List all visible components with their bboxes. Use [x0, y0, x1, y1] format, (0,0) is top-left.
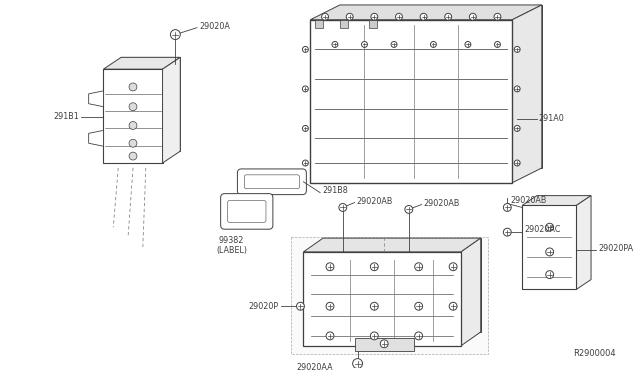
Circle shape [371, 263, 378, 271]
Circle shape [494, 13, 501, 20]
Circle shape [129, 139, 137, 147]
Circle shape [546, 248, 554, 256]
Text: 29020A: 29020A [199, 22, 230, 31]
Text: 29020AB: 29020AB [424, 199, 460, 208]
Polygon shape [121, 57, 180, 151]
Circle shape [396, 13, 403, 20]
Circle shape [514, 46, 520, 52]
Circle shape [326, 263, 334, 271]
Circle shape [303, 86, 308, 92]
Circle shape [322, 13, 328, 20]
Polygon shape [522, 205, 576, 289]
Text: 291A0: 291A0 [539, 114, 564, 123]
Circle shape [445, 13, 452, 20]
FancyBboxPatch shape [244, 175, 300, 189]
Circle shape [129, 83, 137, 91]
Circle shape [339, 203, 347, 211]
Polygon shape [316, 20, 323, 28]
Circle shape [465, 42, 471, 47]
Polygon shape [522, 196, 591, 205]
Circle shape [129, 152, 137, 160]
Circle shape [371, 332, 378, 340]
Polygon shape [89, 91, 104, 107]
Polygon shape [340, 20, 348, 28]
Polygon shape [323, 238, 481, 332]
Circle shape [346, 13, 353, 20]
Circle shape [514, 160, 520, 166]
Polygon shape [163, 57, 180, 163]
Circle shape [371, 302, 378, 310]
Text: 99382: 99382 [219, 235, 244, 244]
Polygon shape [576, 196, 591, 289]
Circle shape [546, 271, 554, 279]
FancyBboxPatch shape [221, 194, 273, 229]
Circle shape [546, 223, 554, 231]
Polygon shape [104, 69, 163, 163]
Circle shape [449, 302, 457, 310]
Polygon shape [340, 5, 542, 168]
Circle shape [303, 125, 308, 131]
Circle shape [170, 30, 180, 39]
Circle shape [353, 359, 362, 369]
Polygon shape [512, 5, 542, 183]
FancyBboxPatch shape [228, 201, 266, 222]
Circle shape [514, 86, 520, 92]
Circle shape [504, 228, 511, 236]
Circle shape [431, 42, 436, 47]
Circle shape [469, 13, 476, 20]
Text: 29020AA: 29020AA [296, 363, 333, 372]
Circle shape [415, 302, 422, 310]
FancyBboxPatch shape [237, 169, 307, 195]
Text: 29020P: 29020P [249, 302, 279, 311]
Circle shape [129, 122, 137, 129]
Circle shape [303, 160, 308, 166]
Circle shape [405, 205, 413, 214]
Polygon shape [89, 131, 104, 146]
Circle shape [504, 203, 511, 211]
Circle shape [420, 13, 427, 20]
Text: 29020PA: 29020PA [598, 244, 633, 253]
Text: 29020AC: 29020AC [524, 225, 561, 234]
Circle shape [362, 42, 367, 47]
Text: 29020AB: 29020AB [356, 197, 393, 206]
Text: R2900004: R2900004 [573, 349, 616, 357]
Polygon shape [303, 252, 461, 346]
Text: 29020AB: 29020AB [510, 196, 547, 205]
Polygon shape [104, 57, 180, 69]
Text: 291B8: 291B8 [322, 186, 348, 195]
Circle shape [326, 302, 334, 310]
Polygon shape [291, 237, 488, 354]
Circle shape [303, 46, 308, 52]
Circle shape [415, 332, 422, 340]
Circle shape [514, 125, 520, 131]
Polygon shape [461, 238, 481, 346]
Circle shape [415, 263, 422, 271]
Circle shape [495, 42, 500, 47]
Circle shape [296, 302, 305, 310]
Polygon shape [303, 238, 481, 252]
Text: 291B1: 291B1 [53, 112, 79, 121]
Text: (LABEL): (LABEL) [216, 246, 247, 256]
Polygon shape [310, 5, 542, 20]
Circle shape [371, 13, 378, 20]
Circle shape [380, 340, 388, 348]
Polygon shape [369, 20, 378, 28]
Circle shape [332, 42, 338, 47]
Polygon shape [355, 338, 413, 351]
Circle shape [391, 42, 397, 47]
Circle shape [326, 332, 334, 340]
Circle shape [129, 103, 137, 110]
Polygon shape [310, 20, 512, 183]
Circle shape [449, 263, 457, 271]
